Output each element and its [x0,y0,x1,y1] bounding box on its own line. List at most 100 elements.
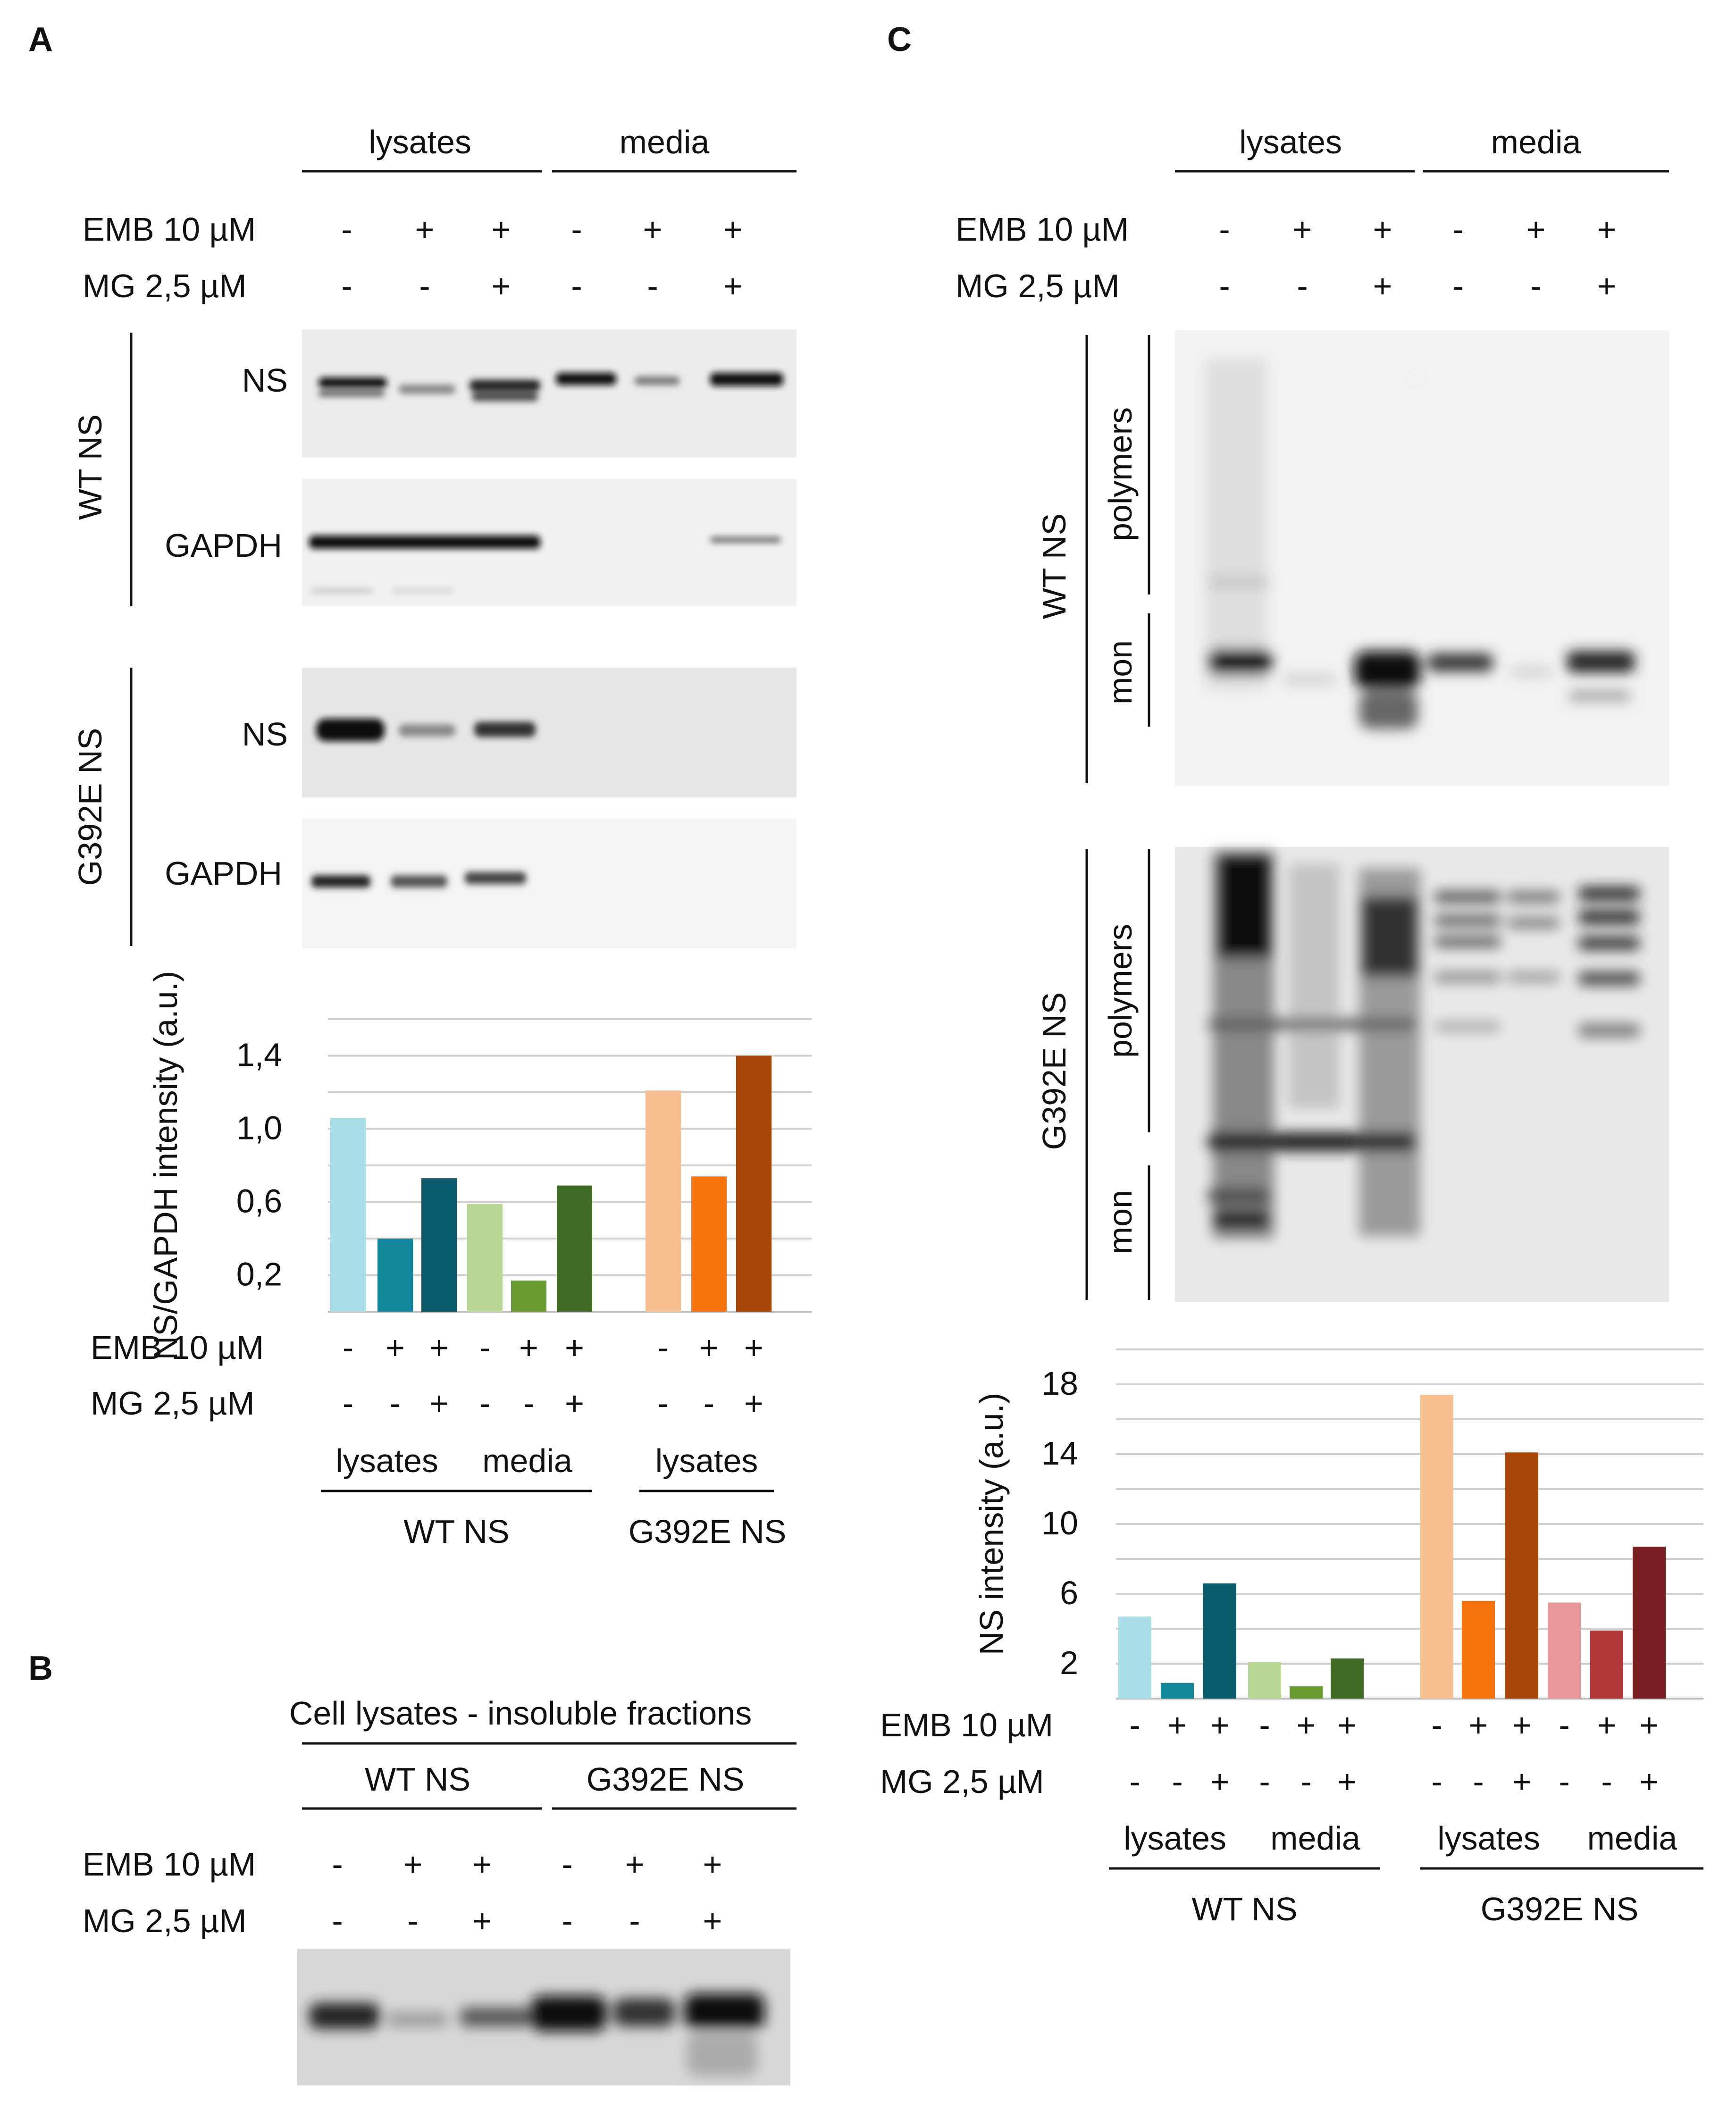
c-wt-mon-label: mon [1102,640,1139,704]
b-emb-label: EMB 10 µM [83,1846,256,1883]
a-mg-sign: - [419,268,430,304]
group-label: lysates [1437,1820,1540,1857]
bar-emb-sign: - [658,1329,669,1366]
bar-mg-sign: - [343,1385,353,1422]
bar [691,1176,727,1312]
a-wt-gapdh-blot-label: GAPDH [165,527,282,564]
bar-mg-sign: - [1300,1763,1311,1800]
a-mg-label: MG 2,5 µM [83,268,247,304]
bar [1203,1583,1236,1699]
c-emb-sign: - [1219,211,1230,248]
c-mg-sign: + [1597,268,1617,304]
a-mg-sign: + [492,268,511,304]
c-mg-sign: - [1452,268,1463,304]
c-emb-sign: - [1452,211,1463,248]
bar [511,1281,546,1312]
a-header-lysates: lysates [369,124,471,160]
b-emb-sign: - [332,1846,343,1883]
bar [557,1185,592,1312]
a-wt-ns-label: WT NS [72,414,109,520]
construct-label: WT NS [1191,1891,1297,1927]
a-wt-ns-blot-label: NS [242,362,288,399]
a-emb-sign: - [571,211,582,248]
bar-mg-sign: - [1172,1763,1182,1800]
b-header-g392e: G392E NS [587,1761,745,1798]
bar [1462,1600,1495,1699]
bar-emb-sign: - [343,1329,353,1366]
bar [1633,1547,1666,1699]
bar-emb-sign: + [1597,1707,1617,1743]
c-g-blot [1175,847,1669,1302]
panel-label-a: A [28,21,53,59]
a-mg-sign: - [647,268,658,304]
c-wt-polymers-label: polymers [1102,407,1139,541]
bar-mg-sign: - [1259,1763,1270,1800]
bar [1290,1686,1323,1699]
bar-emb-sign: + [1210,1707,1230,1743]
bar [1331,1658,1364,1699]
b-mg-sign: + [703,1902,722,1939]
bar-emb-sign: - [1259,1707,1270,1743]
c-mg-signs: - - + - - + [1219,268,1616,304]
bar-emb-sign: + [1297,1707,1316,1743]
a-wt-ns-blot [302,329,797,458]
group-label: lysates [655,1442,758,1479]
y-tick-label: 1,4 [236,1037,282,1073]
a-mg-sign: - [571,268,582,304]
group-label: media [1270,1820,1360,1857]
a-wt-gapdh-blot [302,479,797,606]
bar-mg-sign: - [1129,1763,1140,1800]
c-g-polymers-label: polymers [1102,924,1139,1058]
bar [467,1204,503,1312]
b-mg-sign: + [473,1902,492,1939]
bar-mg-sign: + [429,1385,449,1422]
b-mg-label: MG 2,5 µM [83,1902,247,1939]
bar-mg-sign: + [565,1385,584,1422]
bar [421,1178,457,1312]
c-emb-sign: + [1597,211,1617,248]
c-emb-sign: + [1526,211,1546,248]
a-g-ns-blot-label: NS [242,716,288,753]
bar-mg-sign: - [1601,1763,1612,1800]
panel-label-b: B [28,1650,53,1687]
bar [736,1055,772,1312]
bar-emb-sign: + [699,1329,719,1366]
construct-label: WT NS [403,1513,509,1550]
bar-mg-sign: + [1640,1763,1659,1800]
c-mg-sign: - [1530,268,1541,304]
chart-a: 0,20,61,01,4NS/GAPDH intensity (a.u.) --+… [91,971,812,1550]
y-axis-label: NS/GAPDH intensity (a.u.) [147,971,184,1360]
a-mg-sign: + [723,268,743,304]
chart-emb-label: EMB 10 µM [880,1707,1053,1743]
bar [1505,1452,1538,1699]
c-mg-sign: - [1219,268,1230,304]
a-g-ns-blot [302,668,797,797]
bar-emb-sign: - [1559,1707,1569,1743]
bar-emb-sign: - [479,1329,490,1366]
c-mg-label: MG 2,5 µM [956,268,1120,304]
c-header-media: media [1491,124,1581,160]
bar [377,1239,413,1312]
bar-mg-sign: - [1559,1763,1569,1800]
a-g-gapdh-blot-label: GAPDH [165,855,282,892]
y-tick-label: 0,6 [236,1183,282,1220]
bar [646,1090,681,1312]
b-emb-sign: + [625,1846,645,1883]
a-emb-sign: + [723,211,743,248]
group-label: lysates [1124,1820,1226,1857]
construct-label: G392E NS [1481,1891,1639,1927]
bar-mg-sign: - [1473,1763,1484,1800]
bar [1420,1395,1453,1699]
c-emb-sign: + [1373,211,1392,248]
bar-mg-sign: - [390,1385,401,1422]
b-mg-sign: - [407,1902,418,1939]
chart-mg-label: MG 2,5 µM [880,1763,1044,1800]
b-emb-sign: - [562,1846,572,1883]
a-emb-sign: - [341,211,352,248]
c-emb-sign: + [1293,211,1312,248]
a-g-gapdh-blot [302,819,797,948]
bar-emb-sign: + [1168,1707,1187,1743]
y-tick-label: 10 [1041,1505,1078,1541]
bar [1548,1602,1581,1699]
group-label: media [1587,1820,1677,1857]
